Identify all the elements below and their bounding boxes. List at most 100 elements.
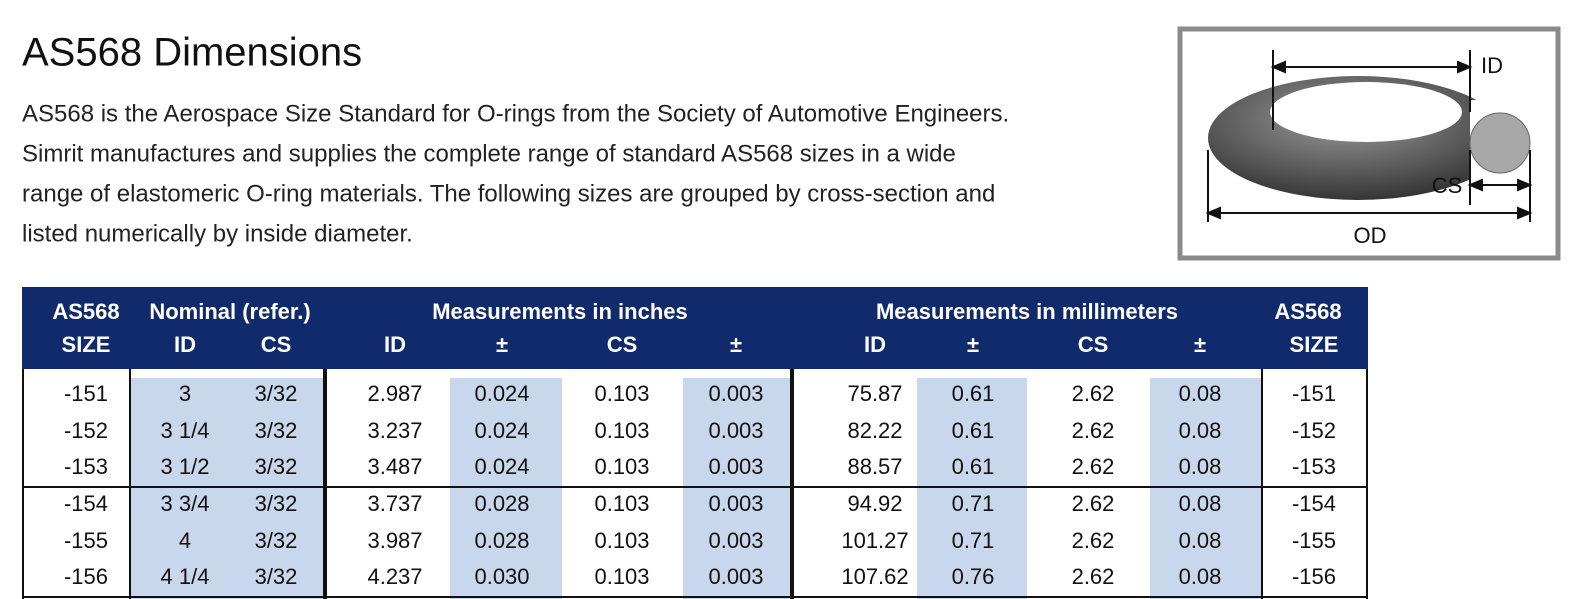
table-cell: 2.62 — [1072, 418, 1115, 443]
table-cell: 0.003 — [708, 564, 763, 589]
table-cell: -151 — [64, 381, 108, 406]
shaded-column — [917, 378, 1027, 599]
diagram-label: ID — [1481, 53, 1503, 78]
table-cell: 2.62 — [1072, 491, 1115, 516]
table-cell: 3 1/4 — [161, 418, 210, 443]
table-cell: 0.103 — [594, 564, 649, 589]
table-cell: 88.57 — [847, 454, 902, 479]
table-cell: 0.08 — [1179, 418, 1222, 443]
shaded-column — [1150, 378, 1262, 599]
table-cell: 101.27 — [841, 528, 908, 553]
table-cell: -154 — [64, 491, 108, 516]
column-header: SIZE — [1290, 332, 1339, 357]
table-cell: 0.028 — [474, 528, 529, 553]
column-header: CS — [1078, 332, 1109, 357]
column-header: ID — [174, 332, 196, 357]
table-cell: 107.62 — [841, 564, 908, 589]
table-cell: 3/32 — [255, 528, 298, 553]
table-cell: 3.487 — [367, 454, 422, 479]
table-cell: 0.08 — [1179, 528, 1222, 553]
column-header: CS — [607, 332, 638, 357]
paragraph-line: Simrit manufactures and supplies the com… — [22, 140, 956, 167]
column-header: SIZE — [62, 332, 111, 357]
table-cell: 0.024 — [474, 454, 529, 479]
table-cell: -155 — [64, 528, 108, 553]
shaded-column — [450, 378, 562, 599]
column-header: CS — [261, 332, 292, 357]
table-cell: 0.103 — [594, 381, 649, 406]
diagram-label: OD — [1354, 223, 1387, 248]
table-cell: 0.028 — [474, 491, 529, 516]
table-cell: 0.08 — [1179, 381, 1222, 406]
table-cell: 3 — [179, 381, 191, 406]
column-header: ± — [1194, 332, 1206, 357]
table-cell: 3/32 — [255, 454, 298, 479]
table-cell: 0.103 — [594, 528, 649, 553]
table-cell: 2.62 — [1072, 381, 1115, 406]
table-cell: 3.737 — [367, 491, 422, 516]
table-cell: -152 — [64, 418, 108, 443]
table-cell: 0.003 — [708, 418, 763, 443]
table-cell: 3.237 — [367, 418, 422, 443]
paragraph-line: range of elastomeric O-ring materials. T… — [22, 180, 995, 207]
table-cell: 4.237 — [367, 564, 422, 589]
group-header: Nominal (refer.) — [149, 299, 310, 324]
table-cell: 0.003 — [708, 381, 763, 406]
table-cell: -156 — [64, 564, 108, 589]
table-cell: 0.003 — [708, 528, 763, 553]
diagram-label: CS — [1432, 173, 1463, 198]
column-header: ± — [730, 332, 742, 357]
column-header: ID — [864, 332, 886, 357]
table-cell: 0.76 — [952, 564, 995, 589]
table-cell: -152 — [1292, 418, 1336, 443]
table-cell: 3/32 — [255, 418, 298, 443]
group-header: AS568 — [52, 299, 119, 324]
title: AS568 Dimensions — [22, 31, 362, 75]
shaded-column — [683, 378, 792, 599]
table-cell: 3.987 — [367, 528, 422, 553]
table-cell: 3 3/4 — [161, 491, 210, 516]
table-cell: 3/32 — [255, 564, 298, 589]
paragraph-line: listed numerically by inside diameter. — [22, 220, 413, 247]
diagram: ID CS OD — [1177, 26, 1561, 261]
column-header: ± — [967, 332, 979, 357]
table-cell: 2.62 — [1072, 454, 1115, 479]
table-cell: 0.103 — [594, 454, 649, 479]
table-cell: 2.987 — [367, 381, 422, 406]
table-cell: 0.024 — [474, 381, 529, 406]
table-cell: -153 — [1292, 454, 1336, 479]
table-cell: 0.08 — [1179, 454, 1222, 479]
table-cell: 0.61 — [952, 454, 995, 479]
table-cell: 0.103 — [594, 491, 649, 516]
table-cell: -156 — [1292, 564, 1336, 589]
table-cell: 4 — [179, 528, 191, 553]
table-cell: 3/32 — [255, 381, 298, 406]
table-cell: 94.92 — [847, 491, 902, 516]
table-cell: -154 — [1292, 491, 1336, 516]
paragraph-line: AS568 is the Aerospace Size Standard for… — [22, 100, 1009, 127]
group-header: Measurements in millimeters — [876, 299, 1178, 324]
table-cell: 0.003 — [708, 454, 763, 479]
table-cell: -155 — [1292, 528, 1336, 553]
table-cell: 0.71 — [952, 528, 995, 553]
table-cell: 0.024 — [474, 418, 529, 443]
table-cell: 0.103 — [594, 418, 649, 443]
table-cell: 0.71 — [952, 491, 995, 516]
table-cell: 0.08 — [1179, 564, 1222, 589]
table-cell: -151 — [1292, 381, 1336, 406]
table-cell: 3 1/2 — [161, 454, 210, 479]
column-header: ID — [384, 332, 406, 357]
table-cell: 3/32 — [255, 491, 298, 516]
group-header: AS568 — [1274, 299, 1341, 324]
table-cell: 0.61 — [952, 418, 995, 443]
shaded-column — [130, 378, 325, 599]
table-cell: 0.003 — [708, 491, 763, 516]
table-cell: -153 — [64, 454, 108, 479]
table-cell: 4 1/4 — [161, 564, 210, 589]
table-cell: 75.87 — [847, 381, 902, 406]
table-cell: 0.61 — [952, 381, 995, 406]
table-cell: 2.62 — [1072, 564, 1115, 589]
column-header: ± — [496, 332, 508, 357]
table-cell: 82.22 — [847, 418, 902, 443]
